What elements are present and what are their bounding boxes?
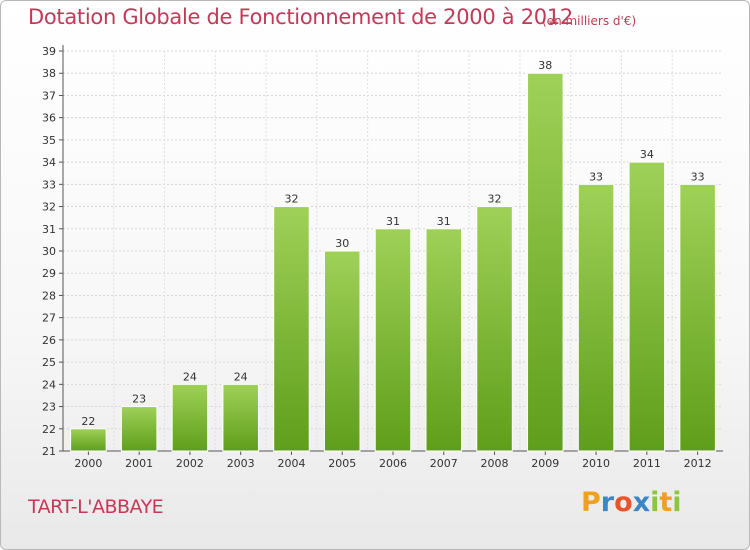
data-label: 31 [386, 215, 400, 228]
labels: 21 22 23 24 25 26 27 28 29 30 31 32 33 34 35 36 37 38 39 22… [42, 45, 712, 470]
chart-title: Dotation Globale de Fonctionnement de 20… [28, 5, 573, 29]
y-tick-label: 35 [42, 134, 56, 147]
y-tick-label: 32 [42, 201, 56, 214]
data-label: 22 [81, 415, 95, 428]
data-label: 32 [284, 193, 298, 206]
bars [70, 72, 716, 452]
data-label: 38 [538, 59, 552, 72]
x-tick-label: 2009 [531, 457, 559, 470]
data-label: 30 [335, 237, 349, 250]
proxiti-logo: Proxiti [581, 487, 682, 518]
y-tick-label: 29 [42, 267, 56, 280]
x-tick-label: 2010 [582, 457, 610, 470]
x-tick-label: 2004 [277, 457, 305, 470]
data-label: 34 [640, 148, 654, 161]
y-tick-label: 39 [42, 45, 56, 58]
bar-2004 [273, 206, 310, 452]
bar-2011 [628, 161, 666, 452]
data-label: 33 [691, 170, 705, 183]
bar-2012 [679, 183, 716, 452]
data-label: 33 [589, 170, 603, 183]
y-tick-label: 23 [42, 401, 56, 414]
bar-2006 [374, 228, 412, 452]
bar-2009 [527, 72, 564, 452]
logo-letter: x [632, 487, 651, 518]
bar-2001 [120, 406, 158, 452]
place-name: TART-L'ABBAYE [28, 496, 164, 518]
y-tick-label: 24 [42, 378, 56, 391]
logo-letter: o [614, 487, 633, 518]
y-tick-label: 36 [42, 112, 56, 125]
bar-2010 [577, 183, 615, 452]
x-tick-label: 2002 [176, 457, 204, 470]
y-tick-label: 38 [42, 67, 56, 80]
y-tick-label: 28 [42, 289, 56, 302]
data-label: 31 [437, 215, 451, 228]
bar-2003 [222, 383, 259, 452]
y-tick-label: 25 [42, 356, 56, 369]
logo-letter: t [659, 487, 673, 518]
logo-letter: P [581, 487, 601, 518]
data-label: 24 [234, 370, 248, 383]
y-tick-label: 21 [42, 445, 56, 458]
x-tick-label: 2005 [328, 457, 356, 470]
x-tick-label: 2012 [684, 457, 712, 470]
chart-subtitle: (en milliers d'€) [542, 14, 637, 28]
bar-2005 [323, 250, 361, 452]
logo-letter: r [600, 487, 615, 518]
data-label: 23 [132, 393, 146, 406]
y-tick-label: 27 [42, 312, 56, 325]
bar-2002 [171, 383, 209, 452]
x-tick-label: 2001 [125, 457, 153, 470]
data-label: 32 [488, 193, 502, 206]
y-tick-label: 30 [42, 245, 56, 258]
logo-letter: i [672, 487, 682, 518]
x-tick-label: 2007 [430, 457, 458, 470]
y-tick-label: 34 [42, 156, 56, 169]
y-tick-label: 33 [42, 178, 56, 191]
x-tick-label: 2011 [633, 457, 661, 470]
bar-2007 [425, 228, 463, 452]
y-tick-label: 26 [42, 334, 56, 347]
bar-2000 [70, 428, 107, 452]
x-tick-label: 2000 [74, 457, 102, 470]
data-label: 24 [183, 370, 197, 383]
x-tick-label: 2006 [379, 457, 407, 470]
y-tick-label: 22 [42, 423, 56, 436]
x-tick-label: 2008 [481, 457, 509, 470]
logo-letter: i [650, 487, 660, 518]
x-tick-label: 2003 [227, 457, 255, 470]
y-tick-label: 31 [42, 223, 56, 236]
y-tick-label: 37 [42, 89, 56, 102]
bar-2008 [476, 206, 513, 452]
